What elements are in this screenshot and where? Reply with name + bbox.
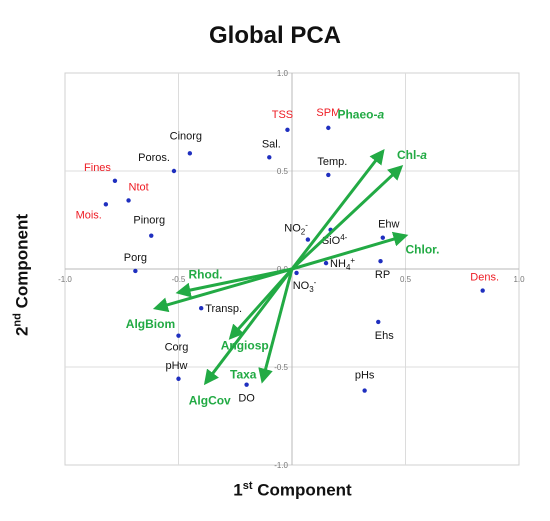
- vector-label: Taxa: [230, 368, 257, 382]
- pca-point: [305, 237, 311, 242]
- point-label: Porg: [124, 252, 147, 264]
- loading-vector: [152, 267, 293, 313]
- y-tick-label: 0.5: [277, 167, 289, 176]
- loading-vector: [291, 231, 409, 271]
- point-label: Sal.: [262, 138, 281, 150]
- point-label: Ehs: [375, 330, 394, 342]
- pca-point: [323, 260, 329, 266]
- point-label: Pinorg: [133, 215, 165, 227]
- y-tick-label: 1.0: [277, 69, 289, 78]
- loading-vector: [290, 149, 385, 270]
- point-label: NH4+: [330, 256, 355, 272]
- point-label: Dens.: [470, 272, 499, 284]
- point-label: Temp.: [317, 156, 347, 168]
- point-label: NO2-: [284, 221, 308, 237]
- pca-point: [244, 382, 249, 387]
- x-axis-label-main: 1: [233, 480, 243, 500]
- pca-point: [294, 270, 299, 276]
- pca-point: [126, 198, 131, 203]
- x-axis-label-sup: st: [242, 480, 253, 492]
- point-label: Cinorg: [170, 130, 202, 142]
- point-label: NO3-: [293, 278, 317, 294]
- pca-point: [326, 172, 331, 178]
- chart-title: Global PCA: [208, 22, 341, 49]
- point-label: Mois.: [76, 209, 102, 221]
- pca-point: [187, 151, 193, 156]
- pca-point: [378, 258, 383, 264]
- pca-point: [112, 178, 118, 183]
- vector-label: Chl-a: [397, 148, 427, 162]
- loading-vector: [258, 268, 294, 384]
- pca-point: [133, 268, 138, 274]
- y-tick-label: -1.0: [274, 461, 288, 470]
- pca-point: [285, 127, 290, 133]
- pca-point: [149, 233, 154, 238]
- y-tick-label: -0.5: [274, 363, 288, 372]
- point-label: pHs: [355, 370, 375, 382]
- pca-point: [176, 333, 181, 338]
- x-tick-label: 0.5: [400, 275, 412, 284]
- x-axis-label: 1st Component: [0, 480, 550, 501]
- pca-point: [326, 125, 331, 131]
- pca-point: [103, 202, 109, 207]
- point-label: Poros.: [138, 152, 170, 164]
- point-label: Ntot: [129, 181, 149, 193]
- point-label: Fines: [84, 162, 111, 174]
- pca-point: [380, 235, 385, 240]
- point-label: SPM: [316, 107, 340, 119]
- pca-point: [176, 376, 181, 381]
- vector-label: Chlor.: [406, 243, 440, 257]
- point-label: Transp.: [205, 303, 242, 315]
- vector-label: AlgBiom: [126, 317, 175, 331]
- point-label: TSS: [272, 109, 293, 121]
- point-label: pHw: [165, 360, 187, 372]
- point-label: DO: [238, 393, 255, 405]
- x-tick-label: -0.5: [172, 275, 186, 284]
- vector-label: AlgCov: [189, 394, 231, 408]
- x-axis-label-rest: Component: [252, 480, 352, 500]
- point-label: Ehw: [378, 219, 399, 231]
- pca-point: [199, 306, 204, 311]
- x-tick-label: -1.0: [58, 275, 72, 284]
- pca-point: [362, 388, 367, 393]
- vector-label: Rhod.: [189, 268, 223, 282]
- vector-label: Angiosp.: [221, 339, 272, 353]
- loading-vector: [203, 268, 294, 386]
- point-label: Corg: [165, 342, 189, 354]
- pca-point: [480, 288, 485, 293]
- x-tick-label: 1.0: [513, 275, 525, 284]
- pca-point: [376, 319, 381, 325]
- vector-label: Phaeo-a: [337, 107, 384, 121]
- loading-vector: [290, 165, 404, 271]
- point-label: RP: [375, 269, 390, 281]
- pca-point: [267, 155, 272, 160]
- pca-point: [171, 168, 177, 174]
